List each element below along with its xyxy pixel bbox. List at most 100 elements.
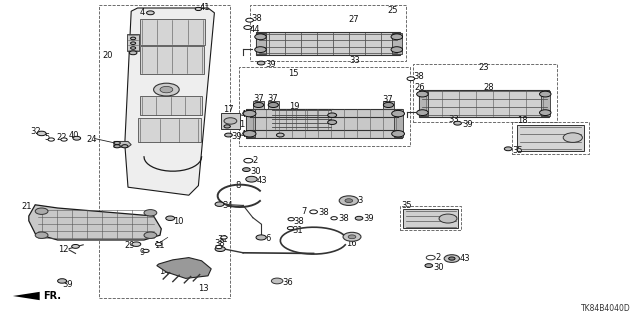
Text: 5: 5 (45, 133, 50, 142)
Text: 15: 15 (288, 69, 298, 78)
Text: 38: 38 (413, 72, 424, 81)
Circle shape (417, 91, 428, 97)
Bar (239, 67, 410, 146)
Bar (127, 34, 139, 51)
Circle shape (215, 246, 225, 252)
Text: 30: 30 (433, 263, 444, 272)
Bar (392, 33, 402, 54)
Circle shape (417, 110, 428, 116)
Circle shape (331, 217, 337, 220)
Text: 9: 9 (140, 248, 145, 257)
Circle shape (114, 145, 120, 148)
Circle shape (504, 147, 512, 151)
Text: 40: 40 (69, 132, 79, 140)
Bar (419, 91, 428, 116)
Circle shape (131, 42, 136, 44)
Circle shape (439, 214, 457, 223)
Circle shape (392, 110, 404, 117)
Text: 39: 39 (63, 280, 74, 289)
Bar (140, 96, 202, 115)
Text: 33: 33 (448, 115, 459, 124)
Text: 30: 30 (250, 167, 261, 176)
Circle shape (221, 236, 227, 239)
Circle shape (154, 83, 179, 96)
Circle shape (195, 7, 202, 11)
Text: 38: 38 (338, 214, 349, 223)
Text: 22: 22 (56, 133, 67, 142)
Bar (221, 113, 240, 129)
Text: 35: 35 (512, 146, 523, 155)
Circle shape (449, 257, 455, 260)
Text: 38: 38 (293, 217, 304, 226)
Circle shape (407, 77, 415, 81)
Text: 31: 31 (292, 226, 303, 235)
Text: 14: 14 (159, 268, 169, 276)
Circle shape (122, 145, 128, 148)
Text: 27: 27 (349, 15, 360, 24)
Text: 38: 38 (318, 208, 329, 217)
Bar (419, 90, 549, 117)
Circle shape (276, 133, 284, 137)
Text: TK84B4040D: TK84B4040D (580, 304, 630, 313)
Circle shape (132, 242, 141, 246)
Circle shape (287, 227, 294, 230)
Circle shape (355, 216, 363, 220)
Circle shape (144, 210, 157, 216)
Text: 39: 39 (232, 132, 243, 141)
Polygon shape (114, 141, 131, 147)
Circle shape (257, 61, 265, 65)
Bar (403, 209, 458, 228)
Text: 17: 17 (223, 105, 234, 114)
Circle shape (268, 102, 278, 108)
Bar (256, 32, 400, 55)
Text: 18: 18 (517, 116, 528, 125)
Text: 2: 2 (435, 253, 440, 262)
Circle shape (166, 216, 175, 220)
Circle shape (310, 210, 317, 214)
Text: 37: 37 (268, 94, 278, 103)
Circle shape (256, 235, 266, 240)
Bar (246, 109, 402, 138)
Polygon shape (13, 292, 40, 300)
Circle shape (244, 158, 253, 163)
Bar (256, 33, 266, 54)
Circle shape (61, 138, 67, 141)
Text: 13: 13 (198, 284, 209, 293)
Circle shape (343, 232, 361, 241)
Circle shape (339, 196, 358, 205)
Circle shape (72, 244, 79, 248)
Circle shape (215, 202, 224, 206)
Text: 29: 29 (125, 241, 135, 250)
Polygon shape (157, 258, 211, 278)
Bar (140, 19, 205, 45)
Bar (138, 118, 201, 142)
Bar (246, 109, 255, 137)
Circle shape (243, 131, 256, 137)
Circle shape (225, 133, 232, 137)
Text: 16: 16 (346, 239, 356, 248)
Bar (140, 46, 204, 74)
Text: 20: 20 (102, 52, 113, 60)
Bar (383, 101, 394, 109)
Circle shape (35, 208, 48, 214)
Circle shape (224, 125, 230, 128)
Text: 38: 38 (214, 239, 225, 248)
Text: 1: 1 (239, 120, 244, 129)
Circle shape (114, 141, 120, 145)
Circle shape (131, 47, 136, 49)
Circle shape (246, 18, 253, 22)
Circle shape (253, 102, 264, 108)
Text: 34: 34 (223, 201, 234, 210)
Text: 44: 44 (250, 25, 260, 34)
Bar (329, 109, 336, 129)
Circle shape (255, 47, 266, 52)
Text: 23: 23 (479, 63, 490, 72)
Text: 6: 6 (266, 234, 271, 243)
Bar (512, 122, 589, 154)
Circle shape (328, 113, 337, 117)
Text: 43: 43 (257, 176, 268, 185)
Circle shape (160, 86, 173, 93)
Circle shape (348, 235, 356, 239)
Circle shape (129, 51, 137, 55)
Bar (253, 101, 264, 109)
